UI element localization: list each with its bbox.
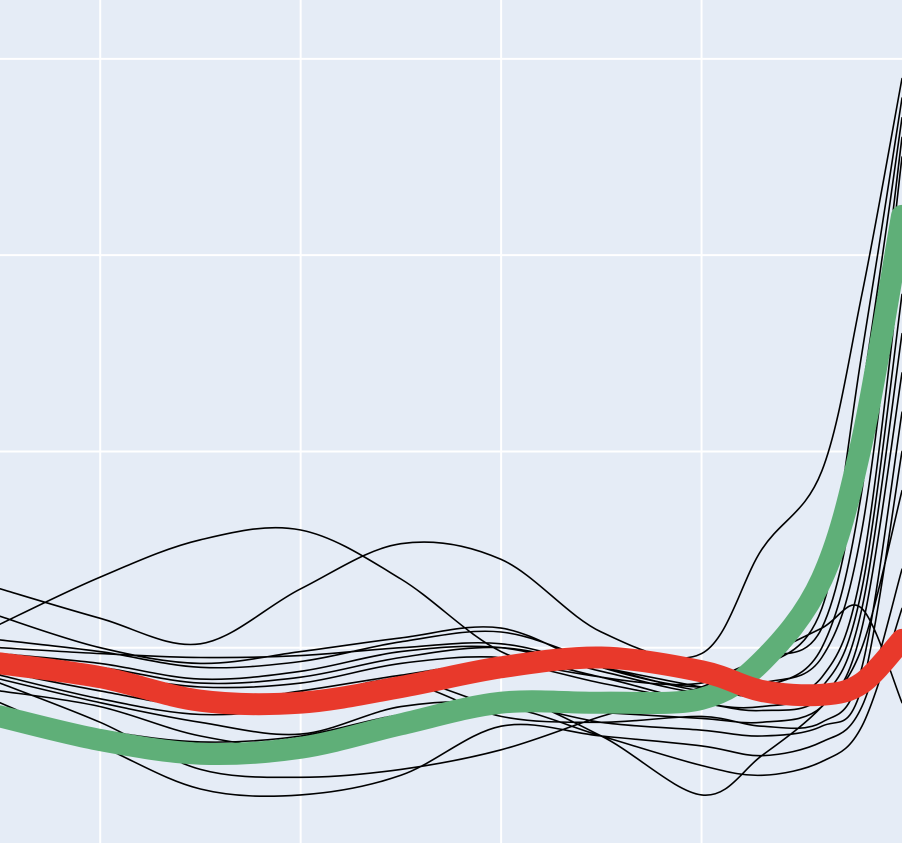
series-lines xyxy=(0,77,902,798)
highlight-series-line-17 xyxy=(0,628,902,716)
series-line-10 xyxy=(0,411,902,730)
series-line-13 xyxy=(0,568,902,798)
series-line-0 xyxy=(0,77,902,659)
highlight-series-line-16 xyxy=(0,204,902,766)
series-line-1 xyxy=(0,97,902,686)
